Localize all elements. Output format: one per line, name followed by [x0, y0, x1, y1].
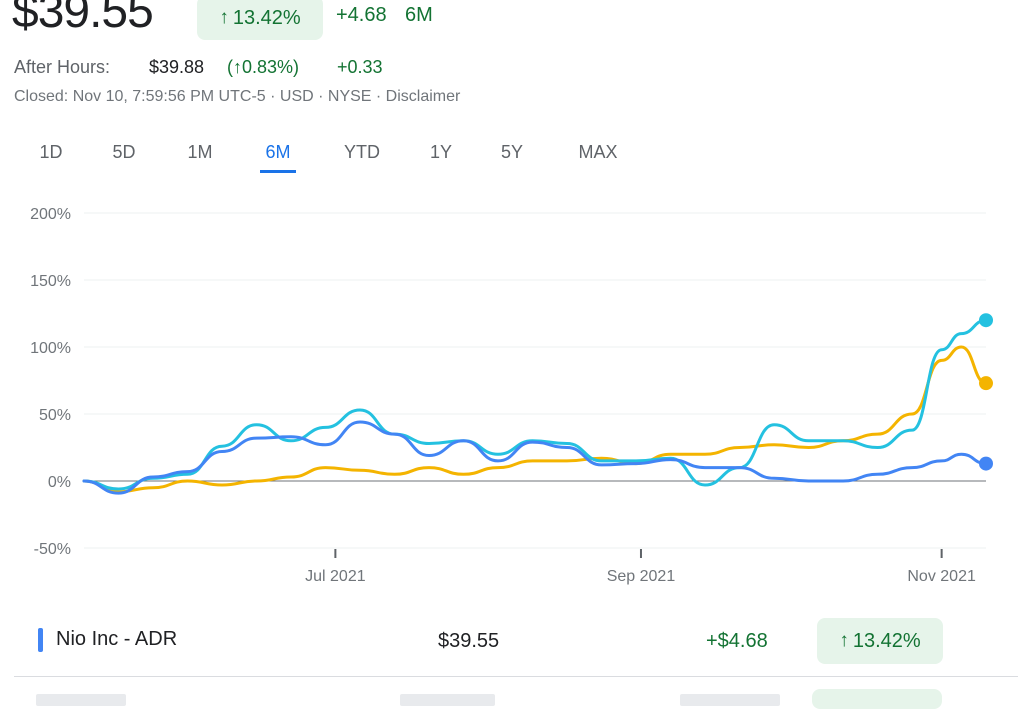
y-tick-label: 100% — [30, 340, 71, 357]
legend-change-text: 13.42% — [852, 629, 921, 652]
arrow-up-icon: ↑ — [839, 630, 849, 651]
compare-cyan-series-line — [82, 318, 988, 491]
tab-ytd[interactable]: YTD — [344, 142, 380, 162]
next-row-name-partial — [36, 694, 126, 706]
x-tick-label: Sep 2021 — [607, 568, 676, 585]
y-tick-label: -50% — [34, 541, 71, 558]
y-tick-label: 200% — [30, 206, 71, 223]
x-tick-label: Nov 2021 — [907, 568, 976, 585]
compare-yellow-series-endpoint — [979, 376, 993, 391]
arrow-up-icon: ↑ — [219, 7, 229, 28]
x-tick-label: Jul 2021 — [305, 568, 366, 585]
range-tabs: 1D 5D 1M 6M YTD 1Y 5Y MAX — [0, 138, 700, 174]
current-price: $39.55 — [12, 0, 154, 38]
next-row-delta-partial — [680, 694, 780, 706]
compare-yellow-series-line — [82, 345, 988, 494]
change-absolute: +4.68 — [336, 4, 387, 26]
y-tick-label: 150% — [30, 273, 71, 290]
tab-1d[interactable]: 1D — [39, 142, 63, 162]
comparison-line-chart[interactable]: 200% 150% 100% 50% 0% -50% Jul 2021 Sep 2021 Nov… — [0, 195, 1018, 600]
change-period: 6M — [405, 4, 433, 26]
tab-5y[interactable]: 5Y — [500, 142, 524, 162]
compare-cyan-series-endpoint — [979, 313, 993, 328]
series-color-swatch — [38, 628, 43, 652]
next-row-price-partial — [400, 694, 495, 706]
market-status-line: Closed: Nov 10, 7:59:56 PM UTC-5 · USD ·… — [14, 88, 461, 105]
tab-max[interactable]: MAX — [578, 142, 618, 162]
tab-5d[interactable]: 5D — [112, 142, 136, 162]
next-row-badge-partial — [812, 689, 942, 709]
legend-change-badge: ↑ 13.42% — [817, 618, 943, 664]
change-percent-text: 13.42% — [232, 6, 301, 29]
legend-stock-name: Nio Inc - ADR — [56, 628, 178, 650]
after-hours-label: After Hours: — [14, 57, 111, 77]
y-tick-label: 50% — [39, 407, 71, 424]
nio-series-line — [82, 420, 988, 495]
after-hours-price: $39.88 — [149, 57, 205, 77]
tab-1m[interactable]: 1M — [187, 142, 213, 162]
legend-row-nio[interactable]: Nio Inc - ADR $39.55 +$4.68 ↑ 13.42% — [0, 614, 1018, 670]
nio-series-endpoint — [979, 456, 993, 471]
legend-stock-delta: +$4.68 — [706, 630, 768, 652]
after-hours-percent: (↑0.83%) — [227, 57, 300, 77]
tab-1y[interactable]: 1Y — [429, 142, 453, 162]
change-percent-badge: ↑ 13.42% — [197, 0, 323, 40]
legend-stock-price: $39.55 — [438, 630, 500, 652]
after-hours-delta: +0.33 — [337, 57, 383, 77]
y-tick-label: 0% — [48, 474, 71, 491]
row-divider — [14, 676, 1018, 677]
tab-6m[interactable]: 6M — [260, 138, 296, 173]
